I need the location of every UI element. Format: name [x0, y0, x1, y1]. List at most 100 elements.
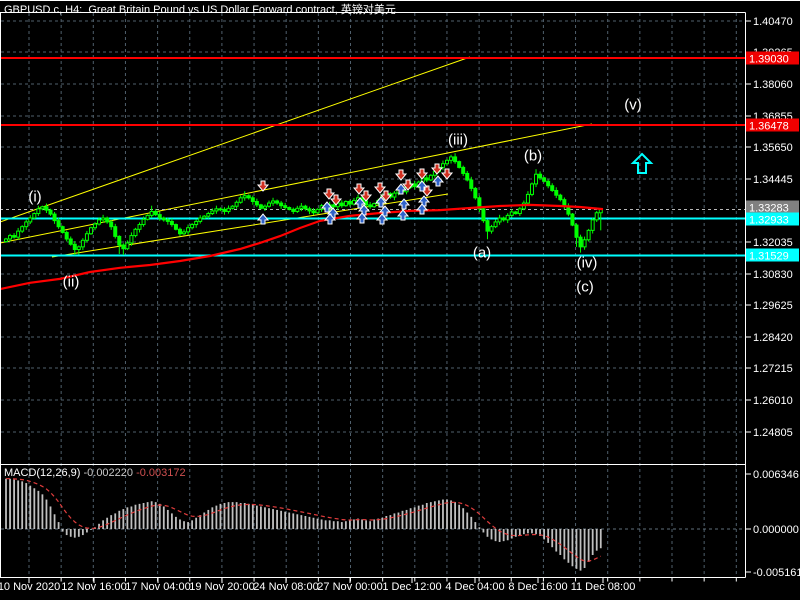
candle-body — [48, 209, 53, 215]
price-tick-label: 1.27215 — [753, 363, 793, 375]
macd-signal-value: -0.003172 — [133, 467, 186, 479]
candle-body — [101, 217, 106, 221]
candle-body — [153, 210, 158, 216]
candle-body — [266, 202, 271, 207]
time-tick-label: 24 Nov 08:00 — [253, 581, 318, 593]
candle-body — [36, 208, 41, 215]
candle-body — [8, 235, 13, 240]
candle-body — [554, 189, 559, 196]
candle-body — [546, 180, 551, 187]
candle-body — [20, 226, 25, 232]
price-box-label: 1.31529 — [749, 251, 789, 263]
candle-body — [331, 204, 336, 208]
candle-body — [574, 224, 579, 238]
price-box — [746, 200, 799, 214]
candle-body — [291, 208, 296, 212]
candle-body — [493, 221, 498, 228]
candle-body — [311, 210, 316, 214]
candle-body — [501, 217, 506, 221]
chart-title: GBPUSD.c, H4: Great Britain Pound vs US … — [4, 4, 396, 16]
trendline — [0, 56, 471, 223]
candle-body — [529, 183, 534, 195]
candle-body — [137, 224, 142, 230]
buy-signal-arrow — [431, 175, 445, 187]
time-tick-label: 19 Nov 20:00 — [189, 581, 254, 593]
candle-body — [505, 214, 510, 221]
candle-body — [489, 226, 494, 232]
buy-signal-arrow — [417, 195, 431, 207]
sell-signal-arrow — [440, 168, 454, 180]
sell-signal-arrow — [329, 194, 343, 206]
wave-label: (v) — [624, 97, 642, 114]
candle-body — [121, 244, 126, 250]
price-box — [746, 51, 799, 65]
buy-signal-arrow — [396, 209, 410, 221]
macd-name: MACD(12,26,9) — [4, 467, 81, 479]
candle-body — [586, 229, 591, 241]
sell-signal-arrow — [256, 180, 270, 192]
candle-body — [299, 205, 304, 209]
ma-line — [0, 203, 604, 291]
sell-signal-arrow — [352, 183, 366, 195]
time-tick-label: 17 Nov 04:00 — [125, 581, 190, 593]
candle-body — [93, 223, 98, 229]
candle-body — [56, 220, 61, 228]
candle-body — [558, 194, 563, 201]
candle-body — [457, 161, 462, 168]
candle-body — [525, 193, 530, 204]
candle-body — [295, 207, 300, 212]
candle-body — [84, 233, 89, 241]
sell-signal-arrow — [415, 168, 429, 180]
price-tick-label: 1.38060 — [753, 79, 793, 91]
candle-body — [473, 187, 478, 199]
candle-body — [477, 197, 482, 210]
candle-body — [315, 208, 320, 214]
candle-body — [534, 173, 539, 185]
candle-body — [190, 224, 195, 229]
candle-body — [550, 185, 555, 191]
candle-body — [125, 242, 130, 250]
sell-signal-arrow — [401, 179, 415, 191]
buy-signal-arrow — [415, 203, 429, 215]
candle-body — [513, 211, 518, 215]
candle-body — [258, 204, 263, 209]
buy-signal-arrow — [374, 196, 388, 208]
wave-label: (ii) — [63, 274, 80, 291]
candle-body — [44, 206, 49, 211]
candle-body — [161, 217, 166, 221]
candle-body — [250, 197, 255, 202]
price-tick-label: 1.35650 — [753, 142, 793, 154]
candle-body — [254, 200, 259, 206]
candle-body — [214, 208, 219, 212]
price-tick-label: 1.24805 — [753, 427, 793, 439]
candle-body — [485, 220, 490, 232]
candle-body — [497, 217, 502, 223]
candle-body — [32, 213, 37, 219]
big-up-arrow — [630, 152, 654, 174]
time-tick-label: 1 Dec 12:00 — [382, 581, 441, 593]
price-box — [746, 248, 799, 262]
sell-signal-arrow — [379, 190, 393, 202]
candle-body — [283, 205, 288, 209]
candle-body — [16, 230, 21, 238]
candle-body — [238, 197, 243, 203]
candle-body — [105, 217, 110, 223]
candle-body — [570, 213, 575, 226]
buy-signal-arrow — [355, 212, 369, 224]
wave-label: (b) — [524, 148, 542, 165]
macd-signal-line — [6, 478, 602, 562]
candle-body — [68, 238, 73, 245]
candle-body — [343, 200, 348, 207]
price-box-label: 1.33283 — [749, 203, 789, 215]
macd-main-value: -0.002220 — [80, 467, 134, 479]
buy-signal-arrow — [320, 201, 334, 213]
sell-signal-arrow — [430, 163, 444, 175]
candle-body — [145, 214, 150, 220]
candle-body — [594, 212, 599, 221]
candle-body — [12, 235, 17, 238]
buy-signal-arrow — [394, 183, 408, 195]
buy-signal-arrow — [378, 205, 392, 217]
candle-body — [210, 210, 215, 215]
candle-body — [440, 163, 445, 168]
